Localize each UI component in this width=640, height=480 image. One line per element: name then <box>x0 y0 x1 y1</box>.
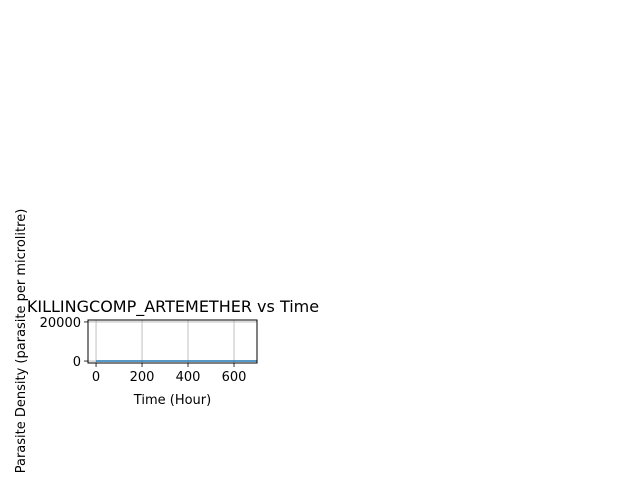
x-axis: 0 200 400 600 <box>92 363 247 385</box>
x-tick-label: 200 <box>130 370 155 385</box>
x-tick-label: 0 <box>92 370 100 385</box>
x-tick-label: 600 <box>222 370 247 385</box>
y-axis-label: Parasite Density (parasite per microlitr… <box>14 209 29 474</box>
y-axis: 0 20000 <box>40 316 88 370</box>
x-axis-label: Time (Hour) <box>133 393 211 408</box>
x-tick-label: 400 <box>176 370 201 385</box>
plot-frame <box>87 319 258 364</box>
y-tick-label: 0 <box>73 355 81 370</box>
y-tick-label: 20000 <box>40 316 81 331</box>
chart-title: KILLINGCOMP_ARTEMETHER vs Time <box>27 297 319 317</box>
